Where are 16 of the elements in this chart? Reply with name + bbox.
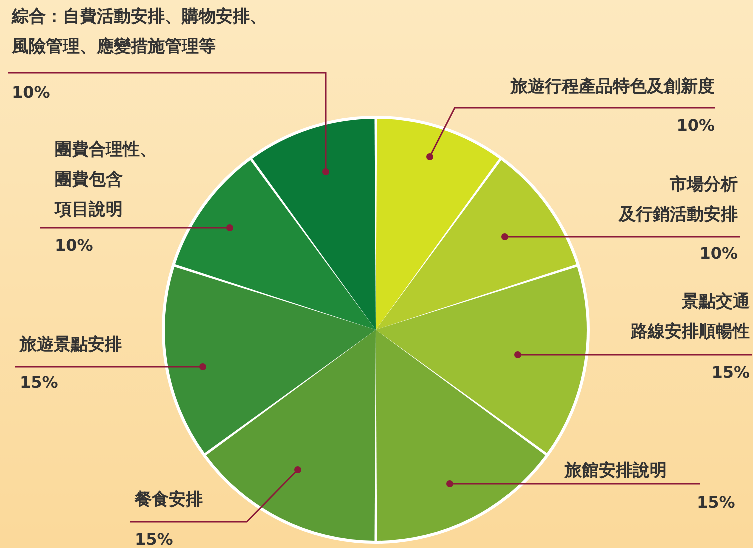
data-label: 15% xyxy=(697,493,736,512)
slice-label: 旅館安排說明 xyxy=(564,461,667,481)
data-label: 10% xyxy=(55,236,94,255)
data-label: 15% xyxy=(712,363,750,382)
slice-label: 團費合理性、團費包含項目說明 xyxy=(54,140,157,220)
slice-label: 市場分析及行銷活動安排 xyxy=(618,175,738,225)
data-label: 15% xyxy=(135,530,174,548)
data-label: 10% xyxy=(676,116,715,135)
slice-label: 綜合：自費活動安排、購物安排、風險管理、應變措施管理等 xyxy=(11,7,267,57)
data-label: 15% xyxy=(20,373,58,392)
slice-label: 餐食安排 xyxy=(134,490,203,510)
slice-label: 旅遊行程產品特色及創新度 xyxy=(510,77,715,97)
slice-label: 景點交通路線安排順暢性 xyxy=(630,292,750,342)
data-label: 10% xyxy=(12,83,50,102)
slice-label: 旅遊景點安排 xyxy=(19,335,122,355)
data-label: 10% xyxy=(700,244,738,263)
